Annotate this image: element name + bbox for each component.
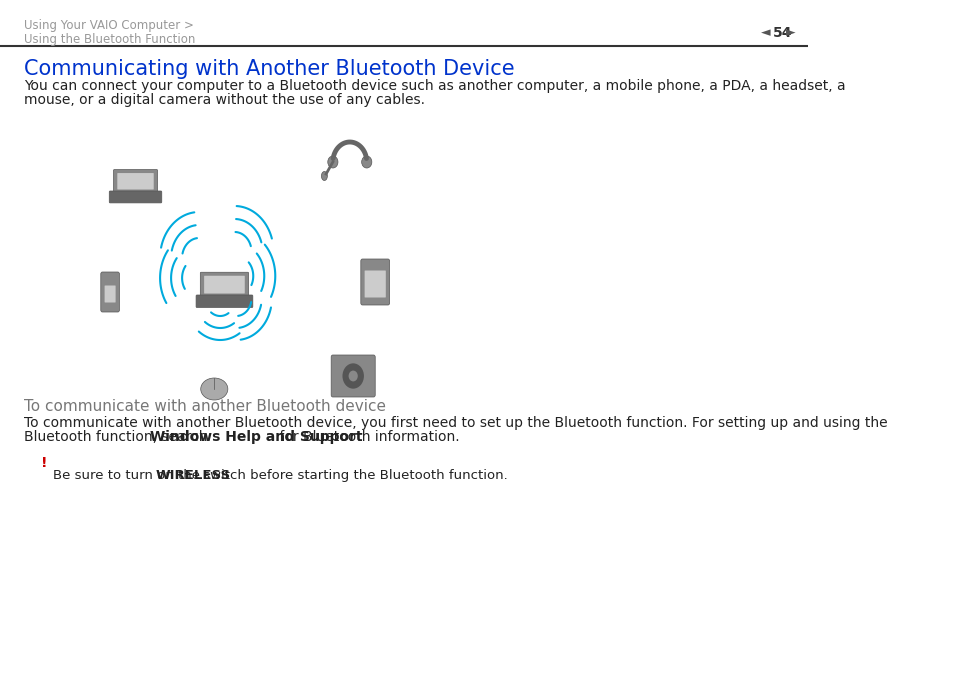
FancyBboxPatch shape [110, 191, 162, 203]
FancyBboxPatch shape [360, 259, 389, 305]
Text: To communicate with another Bluetooth device, you first need to set up the Bluet: To communicate with another Bluetooth de… [24, 416, 886, 430]
Text: 54: 54 [772, 26, 791, 40]
Text: switch before starting the Bluetooth function.: switch before starting the Bluetooth fun… [198, 469, 507, 482]
FancyBboxPatch shape [204, 276, 245, 293]
FancyBboxPatch shape [113, 170, 157, 193]
FancyBboxPatch shape [101, 272, 119, 312]
Text: ◄: ◄ [760, 26, 769, 39]
Text: mouse, or a digital camera without the use of any cables.: mouse, or a digital camera without the u… [24, 93, 424, 107]
FancyBboxPatch shape [117, 173, 153, 189]
Ellipse shape [200, 378, 228, 400]
Circle shape [361, 156, 372, 168]
FancyBboxPatch shape [196, 295, 253, 307]
Text: Using the Bluetooth Function: Using the Bluetooth Function [24, 33, 194, 46]
Circle shape [328, 156, 337, 168]
Text: You can connect your computer to a Bluetooth device such as another computer, a : You can connect your computer to a Bluet… [24, 79, 844, 93]
Text: To communicate with another Bluetooth device: To communicate with another Bluetooth de… [24, 399, 385, 414]
Circle shape [342, 363, 363, 389]
FancyBboxPatch shape [105, 286, 115, 303]
Ellipse shape [321, 171, 327, 181]
Text: for Bluetooth information.: for Bluetooth information. [274, 430, 459, 444]
Text: Windows Help and Support: Windows Help and Support [150, 430, 362, 444]
FancyBboxPatch shape [364, 270, 385, 297]
Text: ►: ► [785, 26, 795, 39]
Text: WIRELESS: WIRELESS [155, 469, 231, 482]
Text: Using Your VAIO Computer >: Using Your VAIO Computer > [24, 19, 193, 32]
FancyBboxPatch shape [200, 272, 249, 297]
Text: Communicating with Another Bluetooth Device: Communicating with Another Bluetooth Dev… [24, 59, 514, 79]
FancyBboxPatch shape [331, 355, 375, 397]
Text: !: ! [41, 456, 47, 470]
Text: Be sure to turn on the: Be sure to turn on the [52, 469, 204, 482]
Text: Bluetooth function, search: Bluetooth function, search [24, 430, 212, 444]
Circle shape [348, 371, 357, 381]
